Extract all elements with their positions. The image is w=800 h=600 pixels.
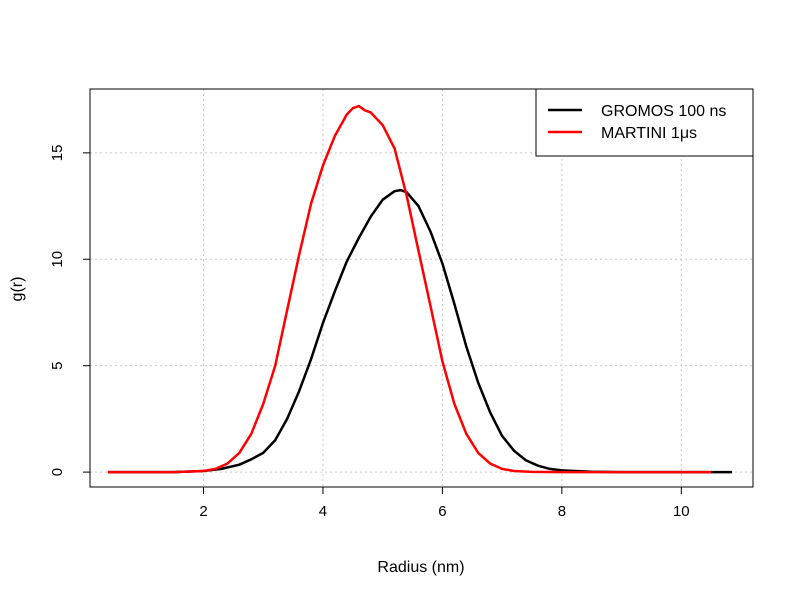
y-tick-label: 5 xyxy=(49,362,66,370)
y-tick-label: 15 xyxy=(49,145,66,162)
y-tick-label: 0 xyxy=(49,468,66,476)
x-tick-label: 8 xyxy=(558,503,566,520)
x-tick-label: 6 xyxy=(438,503,446,520)
x-axis-title: Radius (nm) xyxy=(377,559,464,576)
legend-box xyxy=(535,88,754,157)
x-tick-label: 2 xyxy=(199,503,207,520)
legend-entry-label: MARTINI 1μs xyxy=(601,125,697,142)
series-layer xyxy=(107,104,733,474)
y-tick-label: 10 xyxy=(49,251,66,268)
x-tick-label: 4 xyxy=(319,503,327,520)
series-line-1 xyxy=(107,104,712,474)
series-line-0 xyxy=(107,188,733,474)
plot-frame xyxy=(89,88,754,488)
legend: GROMOS 100 ns MARTINI 1μs xyxy=(535,88,754,157)
y-axis: 0 5 10 15 xyxy=(49,145,90,476)
x-axis: 2 4 6 8 10 xyxy=(199,487,690,520)
y-axis-title: g(r) xyxy=(9,277,26,302)
x-tick-label: 10 xyxy=(673,503,690,520)
legend-entry-label: GROMOS 100 ns xyxy=(601,103,726,120)
